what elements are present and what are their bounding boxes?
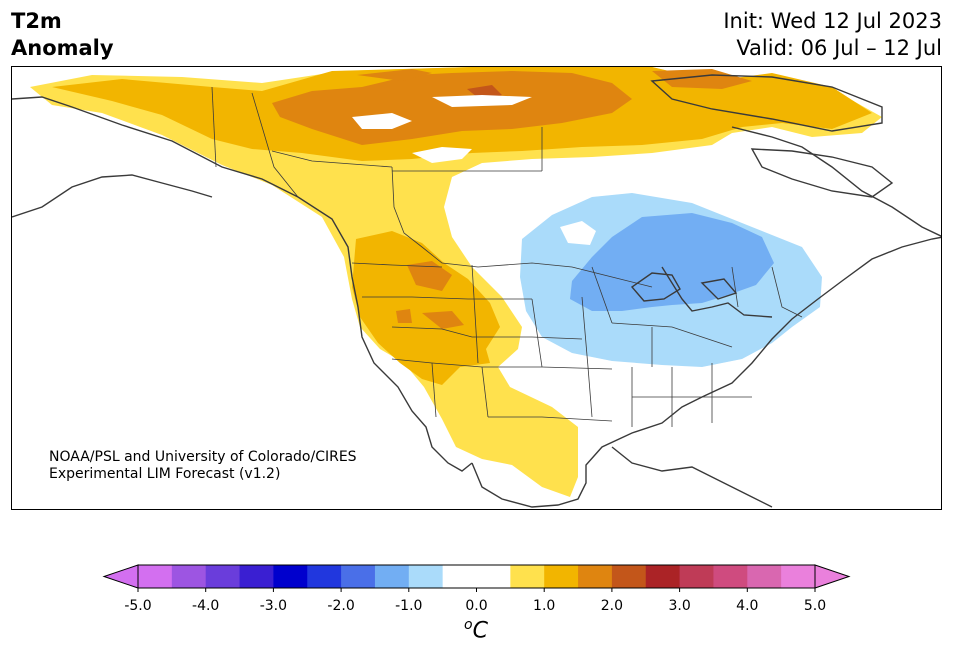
colorbar-segment: [747, 565, 782, 588]
colorbar-segment: [679, 565, 714, 588]
colorbar: [102, 564, 851, 592]
colorbar-segment: [476, 565, 511, 588]
credit-line-1: NOAA/PSL and University of Colorado/CIRE…: [49, 449, 357, 465]
anomaly-map: [12, 67, 941, 509]
colorbar-segment: [205, 565, 241, 588]
colorbar-tick-label: -4.0: [192, 598, 220, 614]
title-line-1: T2m: [11, 9, 62, 33]
unit-letter: C: [472, 618, 488, 644]
credit-line-2: Experimental LIM Forecast (v1.2): [49, 466, 281, 482]
political-borders: [211, 86, 803, 427]
colorbar-extend-low: [102, 564, 139, 589]
colorbar-tick-label: 4.0: [736, 598, 759, 614]
colorbar-segment: [578, 565, 613, 588]
map-title: T2m Anomaly: [11, 8, 114, 62]
cool-anomaly-medium: [570, 213, 774, 311]
colorbar-segment: [307, 565, 342, 588]
title-line-2: Anomaly: [11, 36, 114, 60]
colorbar-segment: [611, 565, 647, 588]
colorbar-segment: [171, 565, 207, 588]
colorbar-segment: [374, 565, 410, 588]
colorbar-segment: [273, 565, 308, 588]
colorbar-tick-label: -1.0: [395, 598, 423, 614]
colorbar-extend-high: [814, 564, 851, 589]
colorbar-tick-label: 2.0: [600, 598, 624, 614]
colorbar-segment: [544, 565, 579, 588]
coastlines: [12, 74, 941, 508]
colorbar-tick-label: 0.0: [465, 598, 488, 614]
colorbar-tick-label: -3.0: [259, 598, 288, 614]
colorbar-segment: [239, 565, 274, 588]
forecast-dates: Init: Wed 12 Jul 2023 Valid: 06 Jul – 12…: [723, 8, 942, 62]
colorbar-unit: oC: [464, 617, 488, 643]
colorbar-segment: [341, 565, 376, 588]
colorbar-segment: [781, 565, 816, 588]
colorbar-segment: [138, 565, 173, 588]
colorbar-tick-label: -2.0: [327, 598, 355, 614]
colorbar-segment: [442, 565, 477, 588]
colorbar-segment: [713, 565, 748, 588]
unit-superscript: o: [464, 617, 473, 633]
colorbar-segment: [408, 565, 444, 588]
colorbar-segment: [645, 565, 681, 588]
credit-note: NOAA/PSL and University of Colorado/CIRE…: [49, 449, 357, 483]
colorbar-tick-label: 1.0: [533, 598, 556, 614]
colorbar-tick-label: 5.0: [803, 598, 827, 614]
map-panel: [11, 66, 942, 510]
colorbar-tick-label: 3.0: [668, 598, 691, 614]
valid-range: Valid: 06 Jul – 12 Jul: [736, 36, 942, 60]
warm-anomaly-orange-west: [352, 231, 500, 385]
colorbar-segment: [510, 565, 545, 588]
init-date: Init: Wed 12 Jul 2023: [723, 9, 942, 33]
colorbar-tick-label: -5.0: [124, 598, 152, 614]
